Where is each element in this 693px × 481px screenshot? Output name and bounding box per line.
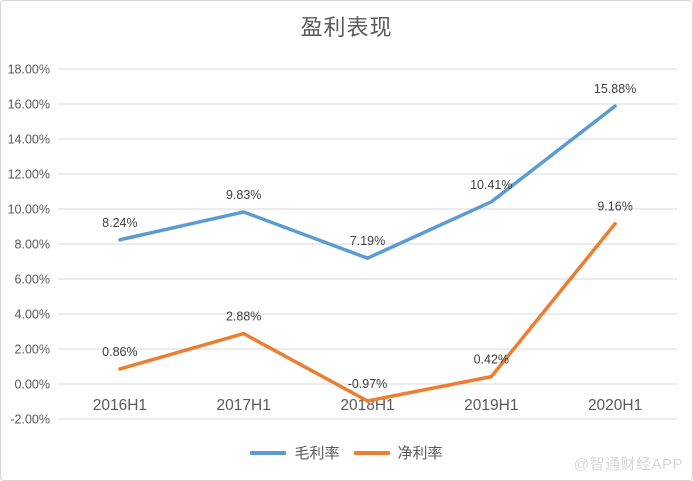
y-tick-label: 18.00% xyxy=(8,63,50,77)
data-label: 8.24% xyxy=(102,216,137,230)
x-category-label: 2019H1 xyxy=(464,397,518,414)
net-margin-legend-swatch xyxy=(353,450,390,455)
x-category-label: 2020H1 xyxy=(588,397,642,414)
data-label: 7.19% xyxy=(350,234,385,248)
data-label: 9.83% xyxy=(226,188,261,202)
gross-margin-line xyxy=(118,104,617,260)
y-tick-label: 12.00% xyxy=(8,168,50,182)
chart-legend: 毛利率 净利率 xyxy=(1,442,692,463)
data-label: 0.42% xyxy=(474,353,509,367)
y-tick-label: 6.00% xyxy=(15,273,50,287)
legend-item-gross-margin: 毛利率 xyxy=(250,442,340,463)
y-tick-label: 10.00% xyxy=(8,203,50,217)
y-tick-label: 4.00% xyxy=(15,308,50,322)
watermark: @智通财经APP xyxy=(573,456,683,473)
data-label: 10.41% xyxy=(470,178,512,192)
y-tick-label: 14.00% xyxy=(8,133,50,147)
data-label: 9.16% xyxy=(597,200,632,214)
net-margin-line xyxy=(118,221,617,403)
data-label: 15.88% xyxy=(594,82,636,96)
gross-margin-legend-label: 毛利率 xyxy=(294,445,340,462)
data-label: 2.88% xyxy=(226,310,261,324)
legend-item-net-margin: 净利率 xyxy=(353,442,443,463)
y-tick-label: 0.00% xyxy=(15,378,50,392)
chart-title: 盈利表现 xyxy=(300,15,393,40)
gross-margin-legend-swatch xyxy=(250,450,287,455)
data-label: -0.97% xyxy=(348,377,388,391)
x-category-label: 2016H1 xyxy=(93,397,147,414)
net-margin-legend-label: 净利率 xyxy=(397,445,443,462)
y-tick-label: -2.00% xyxy=(10,413,50,427)
x-category-label: 2018H1 xyxy=(340,397,394,414)
y-tick-label: 16.00% xyxy=(8,98,50,112)
x-category-label: 2017H1 xyxy=(217,397,271,414)
data-label: 0.86% xyxy=(102,345,137,359)
y-tick-label: 2.00% xyxy=(15,343,50,357)
y-tick-label: 8.00% xyxy=(15,238,50,252)
